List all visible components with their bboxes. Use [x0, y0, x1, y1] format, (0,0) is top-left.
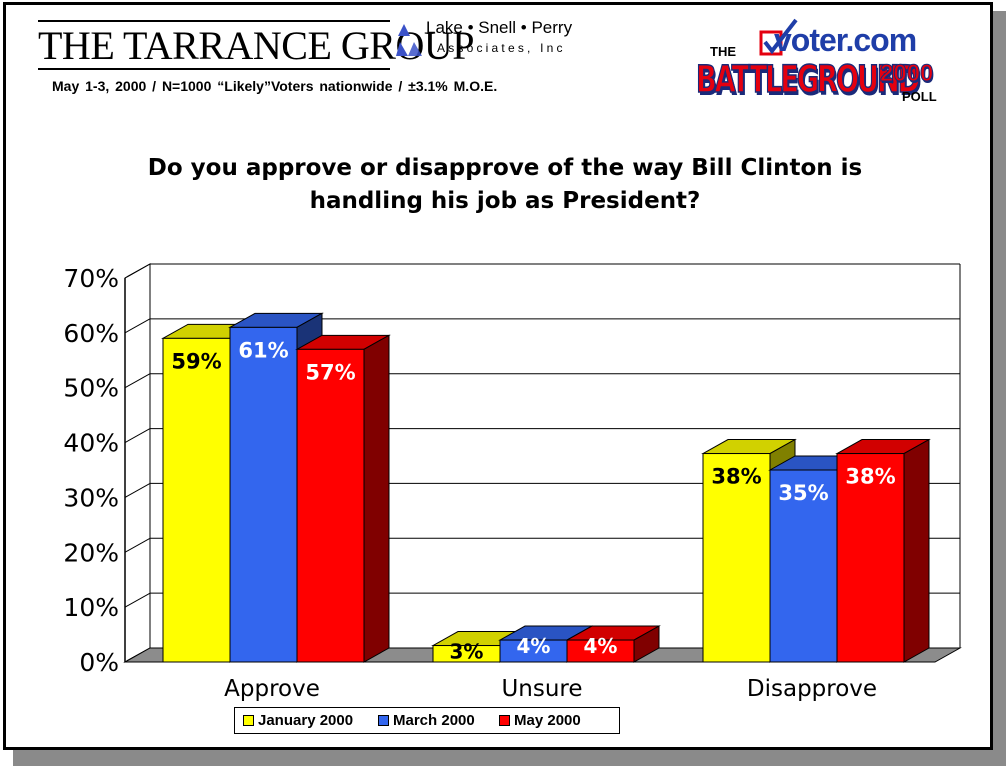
y-tick-label: 30% [63, 483, 119, 512]
logo-rule-top [38, 20, 390, 22]
y-tick-label: 70% [63, 264, 119, 293]
y-tick-label: 20% [63, 538, 119, 567]
lsp-firm-name: Lake • Snell • Perry [426, 18, 573, 37]
gridline-side [124, 373, 151, 389]
legend-swatch-march [378, 715, 389, 726]
logo-rule-bottom [38, 68, 390, 70]
y-tick-label: 50% [63, 374, 119, 403]
legend-swatch-january [243, 715, 254, 726]
gridline-side [124, 263, 151, 279]
x-category-label: Approve [224, 676, 320, 702]
lsp-firm-subtitle: Associates, Inc [437, 41, 566, 55]
x-category-label: Disapprove [747, 676, 877, 702]
bar-approve-may-2000 [296, 348, 365, 663]
voter-logo-poll: POLL [902, 89, 937, 104]
legend-label-may: May 2000 [514, 712, 581, 729]
gridline-side [124, 428, 151, 444]
gridline-side [124, 537, 151, 553]
data-label: 4% [517, 634, 551, 658]
survey-methodology: May 1-3, 2000 / N=1000 “Likely”Voters na… [52, 78, 498, 94]
bar-disapprove-march-2000 [769, 469, 838, 663]
legend-label-january: January 2000 [258, 712, 354, 729]
data-label: 35% [778, 481, 828, 505]
chart-title: Do you approve or disapprove of the way … [147, 155, 863, 214]
y-tick-label: 10% [63, 593, 119, 622]
gridline-side [124, 318, 151, 334]
data-label: 38% [845, 465, 895, 489]
lake-snell-perry-logo-icon [396, 24, 422, 56]
data-label: 4% [584, 634, 618, 658]
legend-swatch-may [499, 715, 510, 726]
data-label: 3% [450, 640, 484, 664]
bar-side [363, 334, 390, 663]
voter-logo-site: voter.com [774, 22, 917, 58]
y-tick-label: 0% [79, 648, 119, 677]
gridline-side [124, 482, 151, 498]
y-tick-label: 60% [63, 319, 119, 348]
checkbox-check-icon [759, 18, 798, 56]
bar-side [903, 438, 930, 663]
bar-unsure-may-2000 [566, 639, 635, 663]
legend-label-march: March 2000 [393, 712, 475, 729]
data-label: 59% [171, 349, 221, 373]
bar-disapprove-january-2000 [702, 453, 771, 663]
voter-logo-the: THE [710, 44, 736, 59]
chart-legend: January 2000 March 2000 May 2000 [234, 707, 620, 734]
chart-side-wall [124, 263, 151, 663]
bar-disapprove-may-2000 [836, 453, 905, 663]
data-label: 61% [238, 338, 288, 362]
voter-logo-year: 2000 [879, 60, 934, 88]
gridline-side [124, 592, 151, 608]
data-label: 57% [305, 360, 355, 384]
data-label: 38% [711, 465, 761, 489]
y-tick-label: 40% [63, 429, 119, 458]
bar-approve-march-2000 [229, 326, 298, 663]
bar-approve-january-2000 [162, 337, 231, 663]
voter-logo-battleground: BATTLEGROUND [695, 57, 920, 102]
x-category-label: Unsure [501, 676, 582, 702]
